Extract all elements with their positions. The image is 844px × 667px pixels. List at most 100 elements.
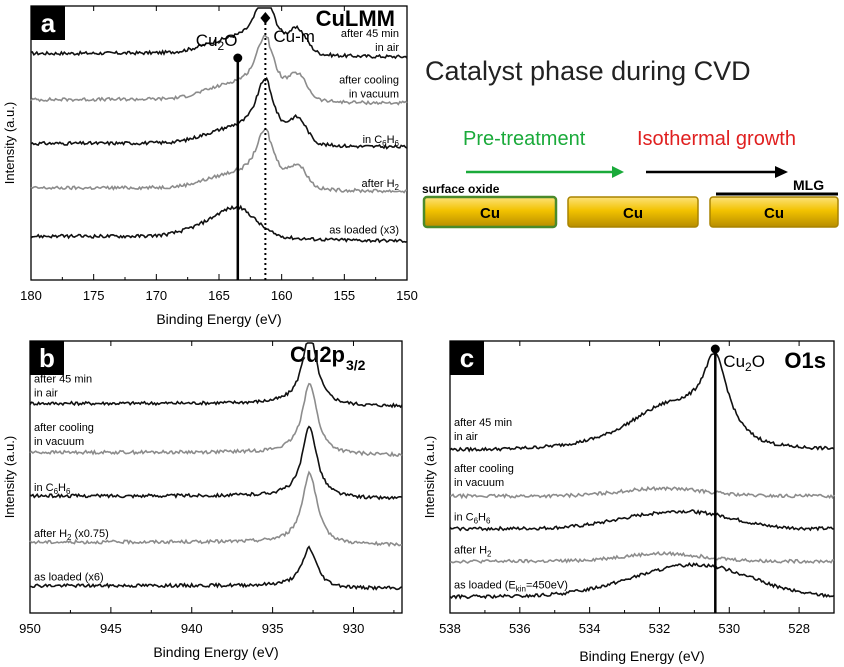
series-line <box>30 76 408 150</box>
panel-c-frame <box>449 340 835 614</box>
series-label-main: after cooling <box>34 422 94 434</box>
series-label-tail: H <box>58 482 66 494</box>
reference-marker-dot <box>710 344 720 354</box>
series-label: after H2 <box>454 544 492 558</box>
series-label: after 45 min <box>34 373 92 385</box>
series-label: after cooling <box>34 422 94 434</box>
series-label-main: as loaded (x3) <box>329 225 399 237</box>
x-tick-label: 950 <box>19 621 41 636</box>
series-label-main: after 45 min <box>34 373 92 385</box>
panel-a-ylabel: Intensity (a.u.) <box>2 102 17 184</box>
series-label-main: after H <box>454 544 487 556</box>
panel-c-letter-box <box>450 341 484 375</box>
panel-b-letter: b <box>39 343 55 373</box>
series-line <box>449 509 835 532</box>
panel-a-letter: a <box>41 8 56 38</box>
series-label: in C6H6 <box>34 482 71 496</box>
series-label-main: after H <box>34 528 67 540</box>
series-label-sub: 2 <box>67 533 72 542</box>
series-label-tail: H <box>478 512 486 524</box>
series-label-main: after H <box>362 178 395 190</box>
series-label-main: in C <box>34 482 54 494</box>
cu-block-oxide <box>422 195 558 229</box>
x-tick-label: 532 <box>649 621 671 636</box>
series-line <box>29 425 403 501</box>
panel-b-chart: b Cu2p 3/2 Intensity (a.u.) Binding Ener… <box>2 340 403 660</box>
panel-b-title-sub: 3/2 <box>346 357 366 373</box>
x-tick-label: 940 <box>181 621 203 636</box>
series-label-tail: =450eV) <box>526 580 568 592</box>
panel-c-xlabel: Binding Energy (eV) <box>579 648 704 664</box>
series-label-main: after 45 min <box>454 417 512 429</box>
series-label-sub: 6 <box>54 487 59 496</box>
reference-label: Cu2O <box>723 352 765 374</box>
pretreatment-arrowhead <box>612 166 624 178</box>
panel-b-frame <box>29 340 403 614</box>
x-tick-label: 536 <box>509 621 531 636</box>
panel-a-letter-box <box>31 6 65 40</box>
series-label-line2: in vacuum <box>454 477 504 489</box>
panel-b-xlabel: Binding Energy (eV) <box>153 644 278 660</box>
cu-block-1-label: Cu <box>480 205 500 222</box>
series-label-main: after cooling <box>454 463 514 475</box>
series-label-line2: in air <box>34 387 58 399</box>
series-label-sub2: 6 <box>395 139 400 148</box>
series-label-main: in C <box>363 134 383 146</box>
x-tick-label: 155 <box>333 288 355 303</box>
series-line <box>30 34 408 106</box>
series-label-main: in C <box>454 512 474 524</box>
isothermal-label: Isothermal growth <box>637 128 796 150</box>
x-tick-label: 945 <box>100 621 122 636</box>
reference-marker-diamond <box>260 12 271 24</box>
surface-oxide-label: surface oxide <box>422 182 500 196</box>
series-label: after cooling <box>339 74 399 86</box>
series-line <box>449 485 835 500</box>
series-label: after 45 min <box>341 28 399 40</box>
series-label-main: after cooling <box>339 74 399 86</box>
cu-block-2-label: Cu <box>623 205 643 222</box>
series-line <box>29 382 403 457</box>
x-tick-label: 530 <box>718 621 740 636</box>
pretreatment-label: Pre-treatment <box>463 128 586 150</box>
panel-c-ylabel: Intensity (a.u.) <box>422 436 437 518</box>
x-tick-label: 534 <box>579 621 601 636</box>
panel-a-xlabel: Binding Energy (eV) <box>156 311 281 327</box>
panel-a-chart: a CuLMM Intensity (a.u.) Binding Energy … <box>2 5 418 327</box>
series-label-main: as loaded (E <box>454 580 516 592</box>
series-label-main: as loaded (x6) <box>34 572 104 584</box>
growth-arrowhead <box>775 166 788 178</box>
series-line <box>449 551 835 565</box>
x-tick-label: 930 <box>343 621 365 636</box>
cu-block-clean <box>567 196 699 228</box>
series-label-sub: 2 <box>487 549 492 558</box>
catalyst-schematic: Catalyst phase during CVD Pre-treatment … <box>422 56 839 229</box>
cu-block-3-label: Cu <box>764 205 784 222</box>
panel-c-chart: c O1s Intensity (a.u.) Binding Energy (e… <box>422 340 835 664</box>
series-label: after cooling <box>454 463 514 475</box>
x-tick-label: 170 <box>145 288 167 303</box>
series-line <box>30 545 403 591</box>
series-label-sub2: 6 <box>66 487 71 496</box>
series-label-line2: in air <box>375 42 399 54</box>
series-label-line2: in vacuum <box>34 436 84 448</box>
series-label-sub: 6 <box>382 139 387 148</box>
x-tick-label: 150 <box>396 288 418 303</box>
reference-label: Cu2O <box>196 31 238 53</box>
x-tick-label: 175 <box>83 288 105 303</box>
panel-b-letter-box <box>30 341 64 375</box>
panel-b-ylabel: Intensity (a.u.) <box>2 436 17 518</box>
series-label-sub: 2 <box>395 183 400 192</box>
series-label: after 45 min <box>454 417 512 429</box>
x-tick-label: 160 <box>271 288 293 303</box>
mlg-label: MLG <box>793 177 824 193</box>
schematic-title: Catalyst phase during CVD <box>425 56 751 86</box>
series-label-sub: 6 <box>474 517 479 526</box>
series-line <box>30 204 408 244</box>
x-tick-label: 528 <box>788 621 810 636</box>
cu-block-mlg <box>709 196 839 228</box>
series-line <box>29 342 403 409</box>
series-label-sub2: 6 <box>486 517 491 526</box>
series-line <box>30 127 408 194</box>
series-label: as loaded (x3) <box>329 225 399 237</box>
